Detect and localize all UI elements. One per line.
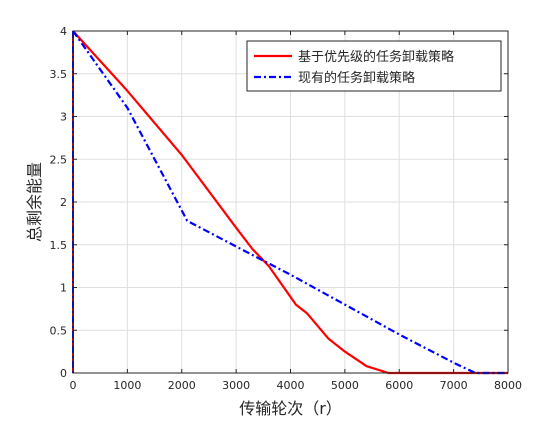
y-tick-label: 0.5	[50, 324, 68, 337]
x-tick-label: 6000	[385, 379, 413, 392]
y-tick-label: 0	[60, 367, 67, 380]
x-tick-label: 1000	[113, 379, 141, 392]
x-tick-label: 8000	[494, 379, 522, 392]
axis-ticks: 0 1000 2000 3000 4000 5000 6000 7000 8000 0 0.5 1 1.…	[50, 25, 523, 392]
series-line	[72, 30, 508, 375]
legend-box	[246, 40, 502, 92]
y-tick-label: 3	[60, 111, 67, 124]
x-axis-title: 传输轮次（r）	[239, 399, 342, 418]
x-tick-label: 3000	[222, 379, 250, 392]
y-tick-label: 1.5	[50, 239, 68, 252]
y-tick-label: 4	[60, 25, 67, 38]
x-tick-label: 0	[70, 379, 77, 392]
series-line	[72, 30, 508, 375]
x-tick-label: 7000	[440, 379, 468, 392]
legend-label: 基于优先级的任务卸载策略	[298, 49, 454, 65]
x-tick-label: 5000	[331, 379, 359, 392]
x-tick-label: 2000	[168, 379, 196, 392]
y-tick-label: 2.5	[50, 153, 68, 166]
legend-label: 现有的任务卸载策略	[298, 70, 415, 86]
y-axis-title: 总剩余能量	[25, 162, 44, 242]
y-tick-label: 1	[60, 282, 67, 295]
y-tick-label: 2	[60, 196, 67, 209]
x-tick-label: 4000	[277, 379, 305, 392]
y-tick-label: 3.5	[50, 68, 68, 81]
